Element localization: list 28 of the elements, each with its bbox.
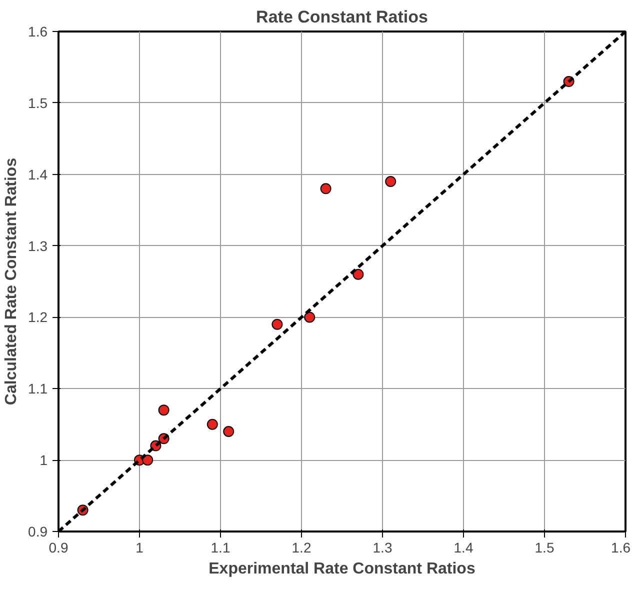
- x-axis-title: Experimental Rate Constant Ratios: [208, 560, 476, 578]
- y-tick-label: 1.5: [28, 94, 48, 111]
- y-tick-label: 1.3: [28, 238, 48, 254]
- point: [206, 418, 218, 430]
- x-tick-label: 1.6: [611, 540, 631, 556]
- y-axis-title: Calculated Rate Constant Ratios: [3, 158, 20, 406]
- chart-title: Rate Constant Ratios: [256, 8, 428, 26]
- y-tick-label: 1: [40, 452, 48, 468]
- x-tick-label: 1.3: [372, 540, 392, 556]
- x-tick-label: 1: [136, 540, 144, 556]
- x-tick-label: 1.1: [210, 540, 230, 556]
- y-tick-label: 1.2: [28, 309, 48, 326]
- point: [223, 426, 234, 437]
- y-tick-label: 1.4: [28, 166, 48, 182]
- y-tick-label: 0.9: [28, 524, 48, 540]
- point: [272, 318, 283, 330]
- point: [352, 268, 364, 280]
- point: [385, 176, 396, 187]
- point: [158, 404, 170, 416]
- x-tick-label: 1.5: [534, 540, 554, 556]
- x-tick-label: 0.9: [48, 540, 68, 556]
- point: [142, 454, 154, 466]
- y-tick-label: 1.6: [28, 24, 48, 40]
- x-tick-label: 1.2: [292, 540, 312, 556]
- x-tick-label: 1.4: [454, 540, 474, 556]
- y-tick-label: 1.1: [28, 380, 48, 397]
- point: [304, 312, 316, 323]
- point: [320, 183, 332, 194]
